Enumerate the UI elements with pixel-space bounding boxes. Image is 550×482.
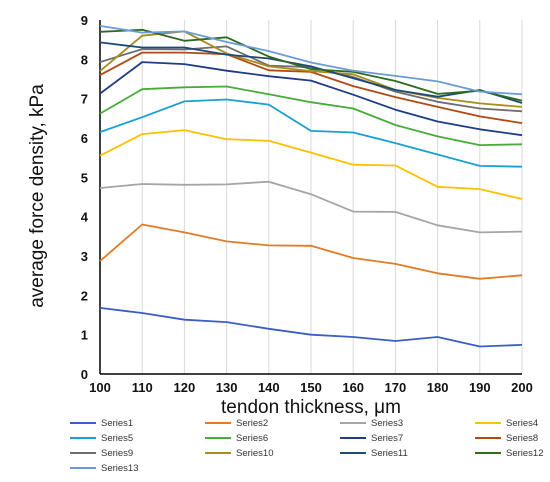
legend-entry: Series6 <box>205 433 268 444</box>
legend-label: Series10 <box>236 448 274 459</box>
series-line-11 <box>99 41 523 104</box>
legend-label: Series6 <box>236 433 268 444</box>
x-tick-label: 100 <box>89 380 111 395</box>
y-tick-label: 7 <box>81 92 88 107</box>
series-line-10 <box>99 30 523 108</box>
series-line-1 <box>99 307 523 348</box>
legend-entry: Series9 <box>70 448 133 459</box>
x-tick-label: 150 <box>300 380 322 395</box>
legend-label: Series12 <box>506 448 544 459</box>
y-axis-title: average force density, kPa <box>27 84 48 308</box>
legend-entry: Series13 <box>70 463 139 474</box>
series-line-5 <box>99 98 523 168</box>
series-lines <box>99 25 523 348</box>
x-tick-label: 110 <box>132 380 153 395</box>
y-tick-label: 1 <box>81 328 88 343</box>
legend-label: Series13 <box>101 463 139 474</box>
axes <box>99 20 522 375</box>
gridlines <box>141 20 523 374</box>
legend-label: Series9 <box>101 448 133 459</box>
y-tick-label: 4 <box>81 210 89 225</box>
x-tick-label: 120 <box>174 380 196 395</box>
y-tick-label: 9 <box>81 13 88 28</box>
legend-entry: Series11 <box>340 448 408 459</box>
legend-entry: Series12 <box>475 448 544 459</box>
x-tick-label: 140 <box>258 380 280 395</box>
x-tick-label: 180 <box>427 380 449 395</box>
legend-label: Series1 <box>101 418 133 429</box>
y-tick-label: 6 <box>81 131 88 146</box>
x-axis-title: tendon thickness, μm <box>221 397 401 418</box>
y-tick-label: 0 <box>81 367 88 382</box>
legend-label: Series2 <box>236 418 268 429</box>
legend-label: Series4 <box>506 418 538 429</box>
x-tick-label: 200 <box>511 380 533 395</box>
tick-labels: 0 1 2 3 4 5 6 7 8 9 100 110 120 130 140 150 160 170 180 190… <box>81 13 533 395</box>
x-tick-label: 160 <box>342 380 364 395</box>
x-tick-label: 170 <box>385 380 407 395</box>
legend-entry: Series10 <box>205 448 274 459</box>
x-tick-label: 190 <box>469 380 491 395</box>
series-line-3 <box>99 180 523 234</box>
legend: Series1 Series2 Series3 Series4 Series5 Serie… <box>70 418 544 474</box>
series-line-2 <box>99 223 523 280</box>
x-tick-label: 130 <box>216 380 238 395</box>
series-line-6 <box>99 85 523 147</box>
legend-entry: Series2 <box>205 418 268 429</box>
y-tick-label: 3 <box>81 249 88 264</box>
legend-label: Series11 <box>371 448 408 459</box>
series-line-4 <box>99 129 523 200</box>
legend-entry: Series5 <box>70 433 133 444</box>
legend-entry: Series8 <box>475 433 538 444</box>
legend-entry: Series1 <box>70 418 133 429</box>
y-tick-label: 2 <box>81 288 88 303</box>
legend-label: Series8 <box>506 433 538 444</box>
legend-label: Series3 <box>371 418 403 429</box>
y-tick-label: 5 <box>81 170 88 185</box>
legend-entry: Series7 <box>340 433 403 444</box>
legend-entry: Series4 <box>475 418 538 429</box>
series-line-7 <box>99 61 523 137</box>
y-tick-label: 8 <box>81 52 88 67</box>
legend-entry: Series3 <box>340 418 403 429</box>
legend-label: Series7 <box>371 433 403 444</box>
legend-label: Series5 <box>101 433 133 444</box>
series-line-13 <box>99 25 523 96</box>
series-line-12 <box>99 28 523 102</box>
